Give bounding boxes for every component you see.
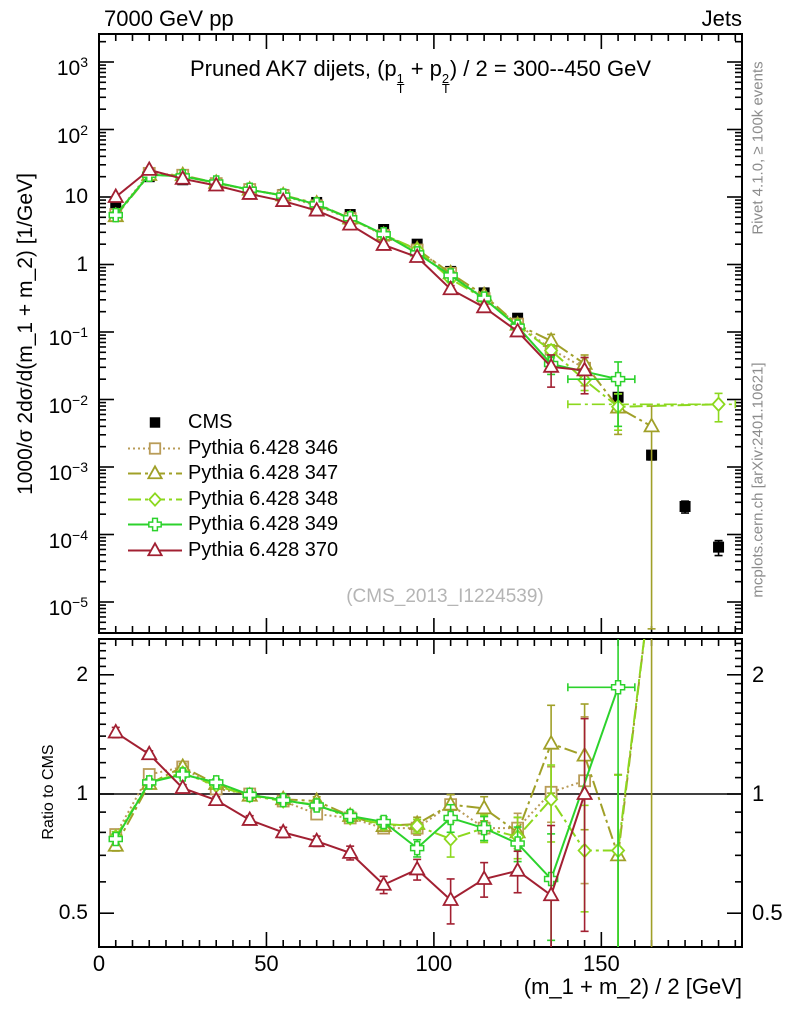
- ratio-y-tick-label-right: 1: [752, 781, 765, 806]
- legend-marker-cms: [149, 417, 161, 428]
- ratio-y-tick-label: 2: [76, 662, 88, 686]
- legend-label: CMS: [188, 411, 233, 433]
- legend-marker-pythia-6-428-349: [128, 517, 182, 532]
- main-y-tick-label: 10−1: [48, 324, 88, 350]
- legend-marker-pythia-6-428-347: [128, 464, 182, 480]
- series-pythia-6-428-370-main: [107, 160, 594, 395]
- legend-item-pythia-6-428-370: Pythia 6.428 370: [127, 538, 427, 563]
- series-pythia-6-428-349-main: [108, 167, 636, 428]
- legend-label: Pythia 6.428 347: [188, 462, 339, 485]
- main-y-tick-label: 10−5: [48, 594, 88, 620]
- ratio-y-tick-label: 0.5: [58, 901, 88, 925]
- legend-marker-pythia-6-428-348: [128, 491, 182, 507]
- legend-label: Pythia 6.428 348: [188, 487, 339, 510]
- legend-item-pythia-6-428-346: Pythia 6.428 346: [127, 436, 427, 461]
- rivet-version-note: Rivet 4.1.0, ≥ 100k events: [749, 61, 767, 235]
- ratio-y-tick-label-right: 0.5: [752, 900, 783, 926]
- ratio-panel-frame: [98, 638, 743, 948]
- x-tick-label: 100: [415, 951, 453, 976]
- series-pythia-6-428-370-ratio: [107, 717, 594, 947]
- main-y-tick-label: 10−2: [48, 391, 88, 418]
- legend-label: Pythia 6.428 349: [188, 513, 339, 536]
- analysis-id-watermark: (CMS_2013_I1224539): [346, 586, 544, 607]
- legend: CMS Pythia 6.428 346 Pythia 6.428 347 Pythi…: [127, 410, 427, 570]
- legend-item-pythia-6-428-348: Pythia 6.428 348: [127, 487, 427, 512]
- legend-item-pythia-6-428-347: Pythia 6.428 347: [127, 461, 427, 486]
- main-y-tick-label: 10−4: [48, 526, 88, 553]
- plot-title: Pruned AK7 dijets, (p 1 T + p 2 T) / 2 = 300…: [189, 56, 652, 96]
- legend-item-cms: CMS: [127, 410, 427, 435]
- series-pythia-6-428-346-main: [109, 166, 591, 387]
- analysis-group-label: Jets: [701, 6, 742, 31]
- series-pythia-6-428-349-ratio: [108, 639, 636, 947]
- legend-label: Pythia 6.428 370: [188, 539, 339, 561]
- beam-energy-label: 7000 GeV pp: [104, 6, 234, 31]
- main-y-tick-label: 1: [76, 252, 88, 276]
- x-axis-label: (m_1 + m_2) / 2 [GeV]: [523, 974, 742, 999]
- main-y-tick-label: 103: [56, 54, 88, 80]
- main-y-tick-label: 10−3: [48, 459, 88, 485]
- legend-item-pythia-6-428-349: Pythia 6.428 349: [127, 512, 427, 537]
- x-tick-label: 50: [254, 951, 279, 976]
- series-pythia-6-428-348-ratio: [108, 639, 646, 947]
- series-pythia-6-428-348-main: [108, 166, 737, 431]
- x-tick-label: 0: [92, 951, 106, 976]
- ratio-y-tick-label: 1: [76, 782, 88, 805]
- mcplots-reference-note: mcplots.cern.ch [arXiv:2401.10621]: [749, 362, 767, 598]
- main-panel-frame: [98, 33, 743, 634]
- legend-label: Pythia 6.428 346: [188, 436, 339, 459]
- x-tick-label: 150: [582, 951, 620, 976]
- legend-marker-pythia-6-428-346: [128, 441, 182, 455]
- ratio-y-tick-label-right: 2: [752, 661, 765, 687]
- legend-marker-pythia-6-428-370: [128, 541, 182, 557]
- main-y-tick-label: 10: [64, 185, 88, 208]
- main-y-tick-label: 102: [56, 121, 88, 148]
